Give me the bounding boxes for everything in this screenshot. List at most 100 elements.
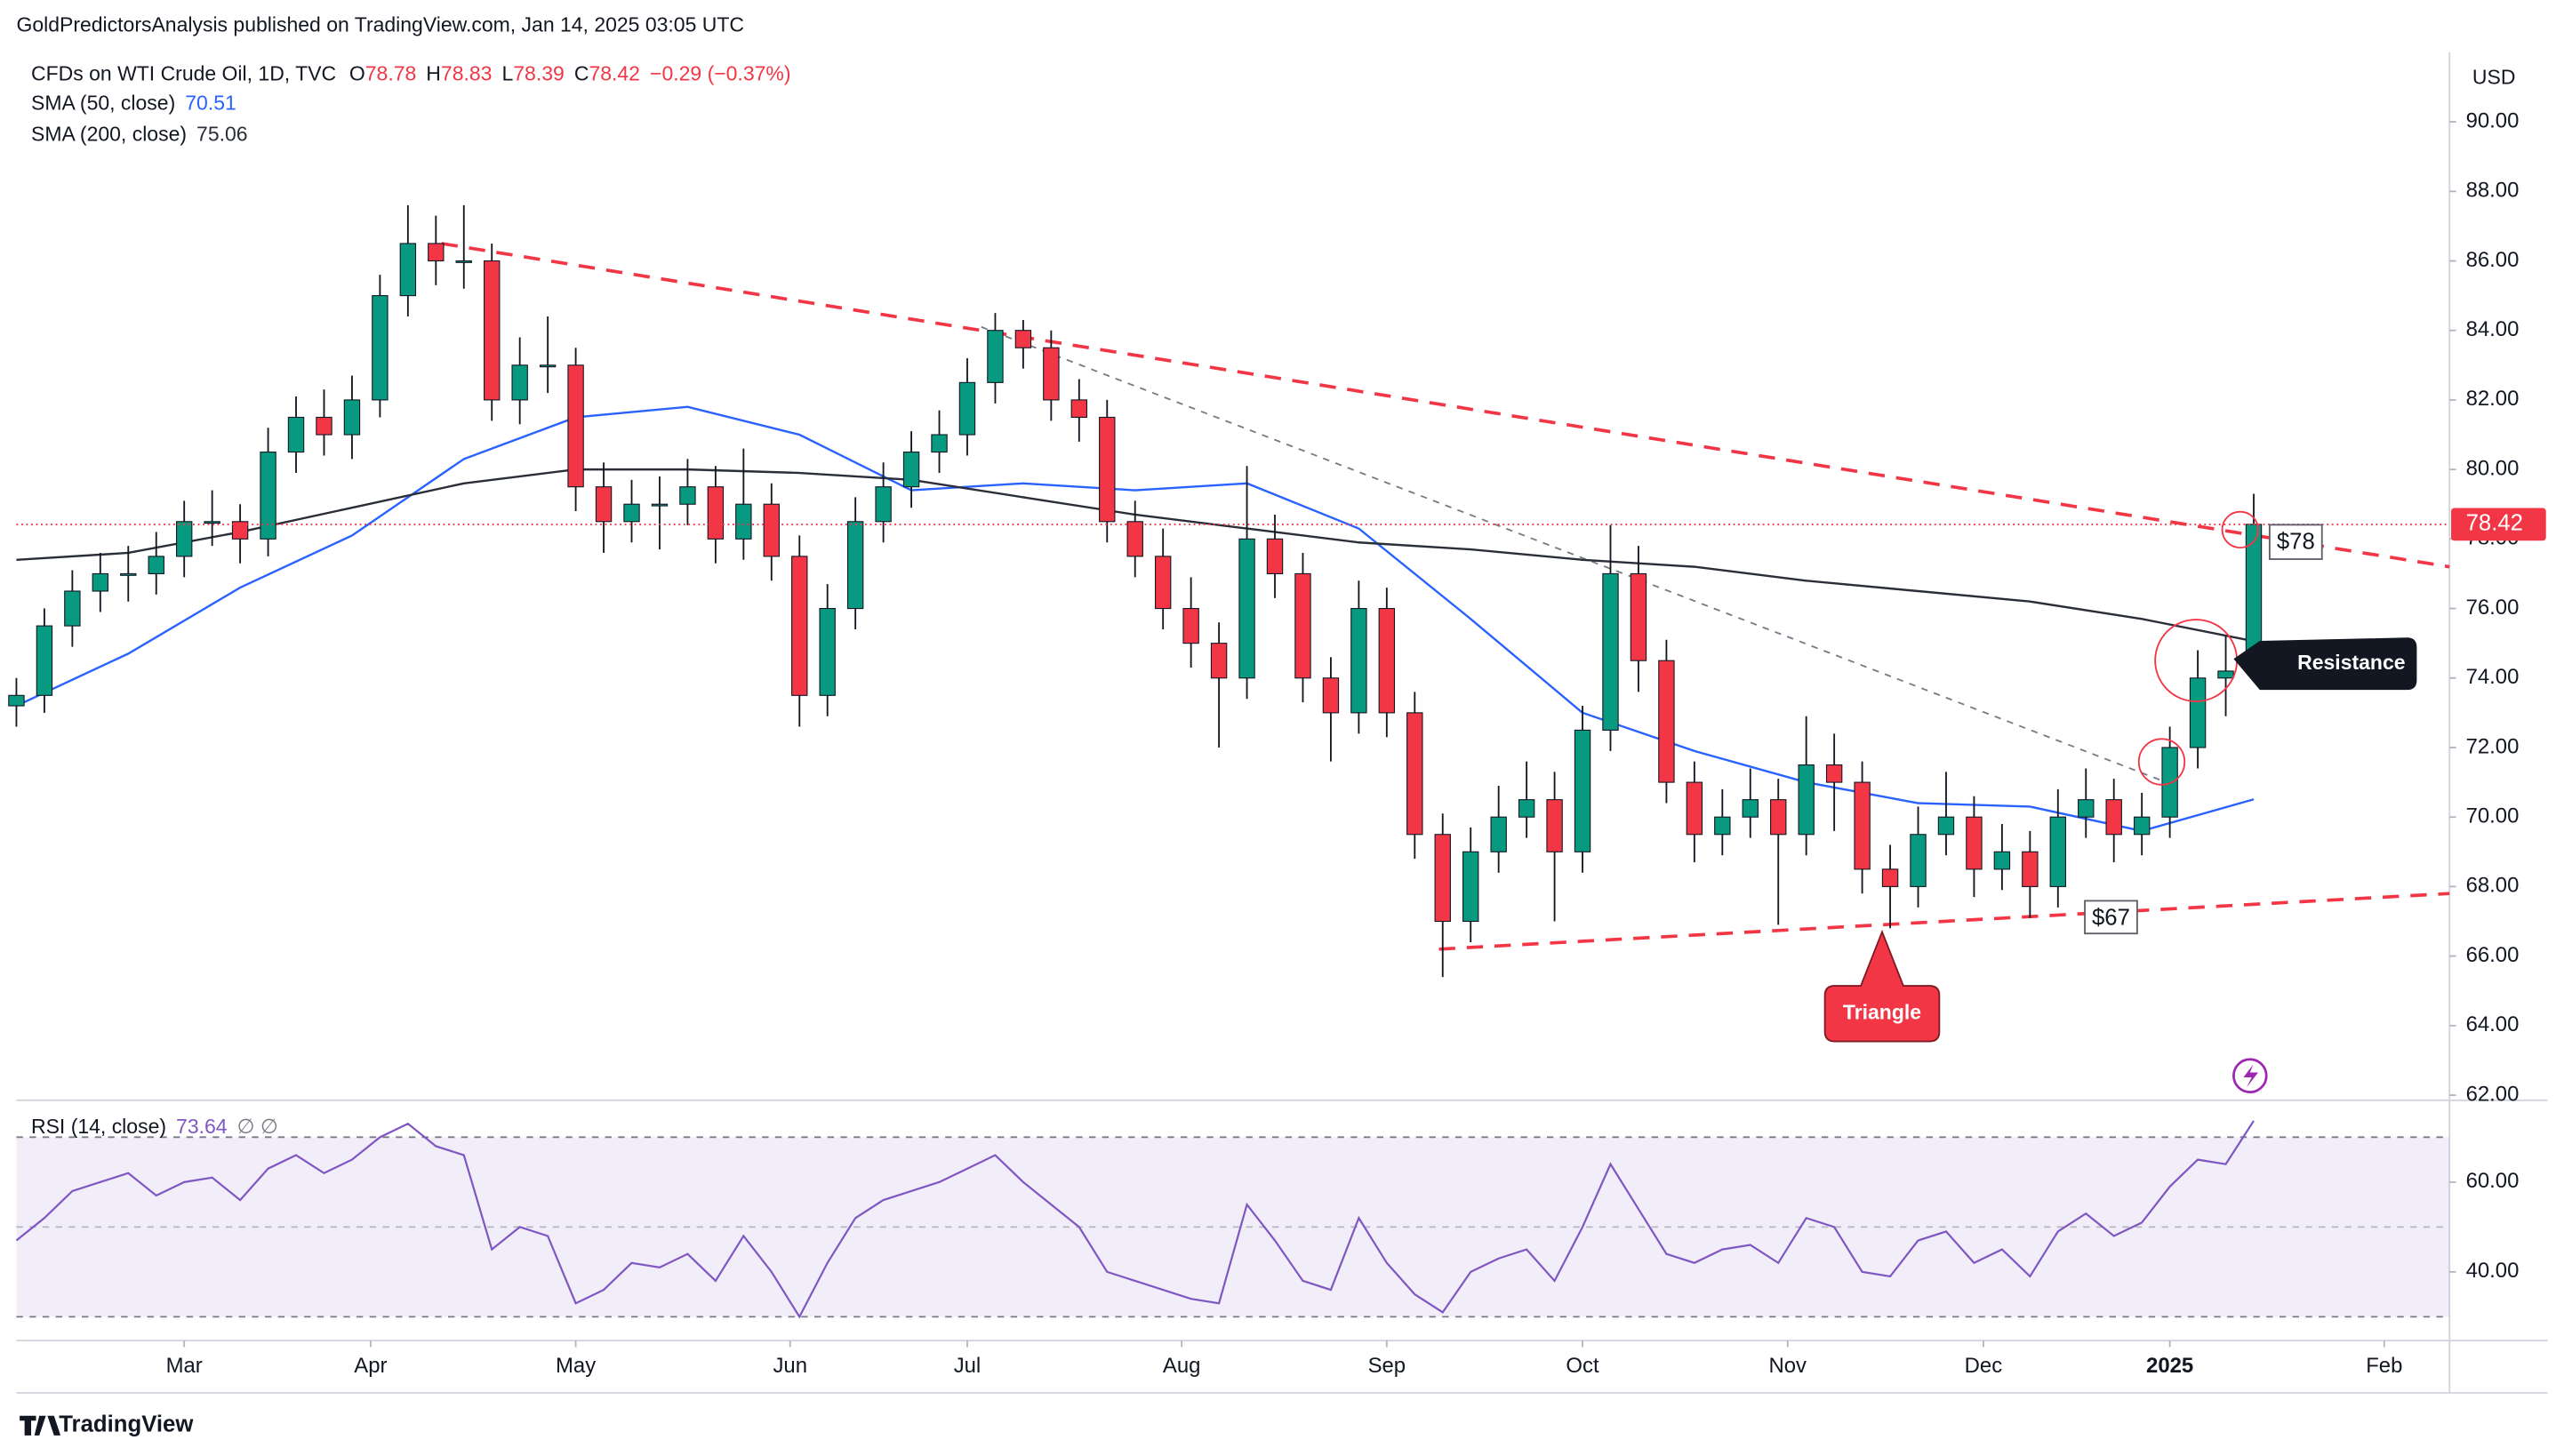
candle-body (148, 556, 164, 574)
candle-body (1266, 538, 1284, 574)
candle-body (958, 381, 976, 436)
candle-body (260, 452, 276, 540)
event-icon-bolt (2243, 1064, 2259, 1088)
x-tick-label: Nov (1768, 1354, 1807, 1378)
candle-body (428, 243, 445, 262)
publisher: GoldPredictorsAnalysis published on Trad… (16, 13, 744, 36)
callout-text: Resistance (2297, 651, 2405, 674)
indicator-value: 75.06 (196, 123, 248, 146)
x-tick-label: Jun (773, 1354, 807, 1378)
y-tick-label: 80.00 (2466, 456, 2520, 480)
y-tick-label: 70.00 (2466, 804, 2520, 828)
ohlc-value: 78.42 (589, 62, 640, 85)
y-tick-label: 72.00 (2466, 734, 2520, 758)
candle-body (2217, 670, 2234, 679)
callout (1823, 929, 1941, 1043)
x-tick-label: Mar (166, 1354, 203, 1378)
candle-body (2022, 851, 2039, 887)
callout-text: Triangle (1843, 1000, 1921, 1023)
rsi-extra: ∅ ∅ (237, 1115, 278, 1138)
trendline (1438, 892, 2450, 951)
candle-body (1770, 799, 1787, 836)
candle-body (92, 572, 109, 592)
candle-body (1658, 660, 1675, 783)
candle-body (539, 364, 557, 368)
candle-body (902, 452, 920, 488)
candle-body (735, 503, 752, 540)
x-tick-label: Dec (1965, 1354, 2003, 1378)
rsi-name: RSI (14, close) (31, 1115, 166, 1138)
highlight-circle (2137, 738, 2186, 786)
candle-body (1070, 399, 1088, 419)
candle-body (1210, 643, 1228, 679)
candle-body (1686, 781, 1703, 836)
ohlc-value: 78.39 (513, 62, 565, 85)
candle-body (1518, 799, 1535, 818)
price-tag-label: 78.42 (2466, 511, 2523, 536)
y-tick-label: 90.00 (2466, 108, 2520, 132)
candle-body (1350, 608, 1367, 714)
x-tick-label: 2025 (2146, 1354, 2193, 1378)
candle-body (1714, 816, 1731, 836)
candle-body (1126, 521, 1143, 557)
ohlc-value: 78.78 (365, 62, 417, 85)
y-tick-label: 66.00 (2466, 943, 2520, 967)
candle-body (651, 503, 669, 507)
candle-body (846, 521, 864, 610)
candle-body (1910, 834, 1927, 887)
candle-body (1490, 816, 1507, 852)
candle-body (231, 521, 249, 540)
rsi-band (16, 1137, 2450, 1317)
candle-body (1742, 799, 1759, 818)
price-note: $78 (2277, 529, 2315, 554)
candle-body (1294, 572, 1311, 679)
ohlc-value: 78.83 (441, 62, 493, 85)
candle-body (1966, 816, 1983, 870)
candle-body (2049, 816, 2067, 887)
logo (20, 1415, 61, 1436)
candle-body (175, 521, 193, 557)
candle-body (1099, 416, 1116, 523)
x-tick-label: Oct (1566, 1354, 1599, 1378)
candle-body (1937, 816, 1955, 836)
price-note-box (2268, 524, 2323, 560)
price-note: $67 (2092, 905, 2130, 930)
candle-body (987, 330, 1004, 383)
candle-body (1854, 781, 1871, 870)
rsi-value: 73.64 (176, 1115, 228, 1138)
x-tick-label: Aug (1163, 1354, 1201, 1378)
candle-body (287, 416, 305, 453)
candle-body (707, 486, 725, 540)
trendline (981, 325, 2176, 787)
change: −0.29 (−0.37%) (650, 62, 790, 85)
rsi-tick-label: 60.00 (2466, 1169, 2520, 1193)
indicator-name: SMA (200, close) (31, 123, 187, 146)
candle-body (343, 399, 361, 436)
y-tick-label: 82.00 (2466, 387, 2520, 411)
ohlc-key: H (426, 62, 441, 85)
candle-body (1881, 868, 1899, 887)
sma-line (15, 405, 2255, 833)
indicator-name: SMA (50, close) (31, 92, 175, 115)
annotations: $78 $67 Resistance Triangle (1823, 510, 2417, 1093)
y-tick-label: 76.00 (2466, 596, 2520, 620)
rsi-tick-label: 40.00 (2466, 1259, 2520, 1283)
ohlc: O78.78 H78.83 L78.39 C78.42 (349, 62, 640, 85)
candle-body (120, 572, 137, 576)
candle-body (1043, 347, 1060, 401)
candle-body (204, 521, 220, 524)
candle-body (763, 503, 780, 557)
indicator-legend: SMA (200, close) 75.06 (31, 123, 248, 146)
candle-body (1434, 834, 1451, 923)
event-icon[interactable] (2232, 1058, 2268, 1093)
indicator-value: 70.51 (185, 92, 236, 115)
candle-body (1378, 608, 1396, 714)
candle-body (1322, 677, 1340, 714)
candle-body (2078, 799, 2095, 818)
candle-body (36, 625, 53, 696)
candle-body (1014, 330, 1032, 348)
currency: USD (2472, 65, 2516, 88)
candle-body (1154, 556, 1172, 610)
candle-body (511, 364, 528, 401)
